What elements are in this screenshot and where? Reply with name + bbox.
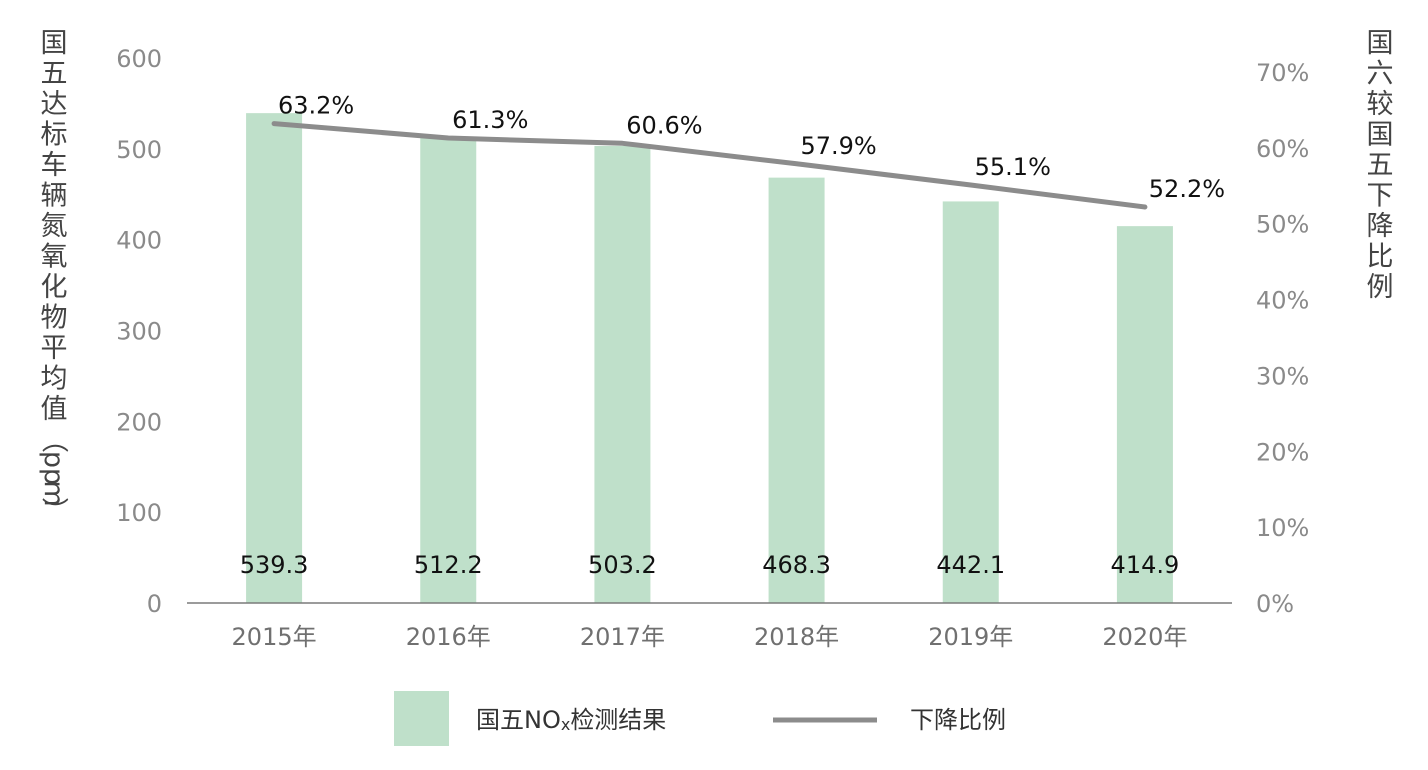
bar [246, 113, 303, 603]
line-data-label: 63.2% [278, 92, 354, 120]
line-data-label: 61.3% [452, 106, 528, 134]
axis-title-char: 例 [1367, 272, 1394, 303]
x-tick-labels: 2015年 2016年 2017年 2018年 2019年 2020年 [232, 623, 1188, 651]
y-left-tick-label: 400 [116, 227, 162, 255]
axis-title-char: 国 [41, 28, 68, 59]
y-left-tick-labels: 0 100 200 300 400 500 600 [116, 45, 162, 618]
axis-title-char: 五 [41, 59, 68, 90]
axis-title-char: 国 [1367, 120, 1394, 151]
axis-title-char: 五 [1367, 150, 1394, 181]
axis-title-char: （ [38, 426, 69, 453]
axis-title-char: 标 [41, 120, 68, 151]
axis-title-char: 比 [1367, 242, 1394, 273]
x-tick-label: 2015年 [232, 623, 317, 651]
y-left-tick-label: 0 [147, 590, 162, 618]
axis-title-char: 较 [1367, 89, 1394, 120]
bar-data-label: 442.1 [936, 551, 1005, 579]
y-left-tick-label: 300 [116, 318, 162, 346]
bar-data-label: 539.3 [240, 551, 309, 579]
line-data-labels: 63.2% 61.3% 60.6% 57.9% 55.1% 52.2% [278, 92, 1225, 203]
line-series [271, 121, 1148, 210]
bar [1116, 226, 1173, 603]
axis-title-char: p [38, 468, 69, 485]
line-data-label: 57.9% [800, 132, 876, 160]
axis-title-char: 降 [1367, 211, 1394, 242]
bar-series [246, 113, 1173, 604]
axis-title-char: 化 [41, 272, 68, 303]
x-tick-label: 2016年 [406, 623, 491, 651]
y-right-tick-label: 60% [1256, 135, 1309, 163]
axis-title-char: 均 [41, 364, 68, 395]
y-right-tick-label: 40% [1256, 287, 1309, 315]
y-left-tick-label: 500 [116, 136, 162, 164]
x-tick-label: 2017年 [580, 623, 665, 651]
y-right-tick-label: 50% [1256, 211, 1309, 239]
y-right-tick-label: 70% [1256, 59, 1309, 87]
legend-bar-swatch [394, 691, 449, 746]
y-left-tick-label: 600 [116, 45, 162, 73]
bar-data-label: 512.2 [414, 551, 483, 579]
axis-title-char: 氧 [41, 242, 68, 273]
line-data-label: 60.6% [626, 111, 702, 139]
line-data-label: 55.1% [975, 153, 1051, 181]
axis-title-char: 氮 [41, 211, 68, 242]
axis-title-char: 国 [1367, 28, 1394, 59]
axis-title-char: 六 [1367, 59, 1394, 90]
axis-title-char: 达 [41, 89, 68, 120]
y-right-tick-label: 0% [1256, 590, 1294, 618]
y-left-tick-label: 200 [116, 408, 162, 436]
bar-data-labels: 539.3 512.2 503.2 468.3 442.1 414.9 [240, 551, 1180, 579]
line-data-label: 52.2% [1149, 175, 1225, 203]
axis-title-char: m [38, 480, 69, 506]
line-path [271, 121, 1148, 210]
bar [768, 177, 825, 603]
y-right-tick-label: 30% [1256, 362, 1309, 390]
x-tick-label: 2020年 [1102, 623, 1187, 651]
y-right-tick-label: 20% [1256, 438, 1309, 466]
bar-data-label: 503.2 [588, 551, 657, 579]
x-tick-label: 2018年 [754, 623, 839, 651]
legend-line-label: 下降比例 [910, 706, 1006, 734]
bar [942, 201, 999, 603]
legend: 国五NOx检测结果 下降比例 [394, 691, 1006, 746]
y-right-tick-label: 10% [1256, 514, 1309, 542]
bar [420, 137, 477, 604]
bar [594, 145, 651, 603]
axis-title-char: ） [38, 497, 69, 524]
axis-title-char: 车 [41, 150, 68, 181]
y-right-tick-labels: 0% 10% 20% 30% 40% 50% 60% 70% [1256, 59, 1309, 618]
bar-data-label: 414.9 [1111, 551, 1180, 579]
x-tick-label: 2019年 [928, 623, 1013, 651]
axis-title-char: 辆 [41, 181, 68, 212]
y-left-tick-label: 100 [116, 499, 162, 527]
bar-data-label: 468.3 [762, 551, 831, 579]
axis-title-char: 值 [41, 394, 68, 425]
axis-title-char: p [38, 451, 69, 468]
axis-title-char: 平 [41, 333, 68, 364]
axis-title-char: 下 [1367, 181, 1394, 212]
legend-bar-label: 国五NOx检测结果 [476, 706, 666, 734]
axis-title-char: 物 [41, 303, 68, 334]
